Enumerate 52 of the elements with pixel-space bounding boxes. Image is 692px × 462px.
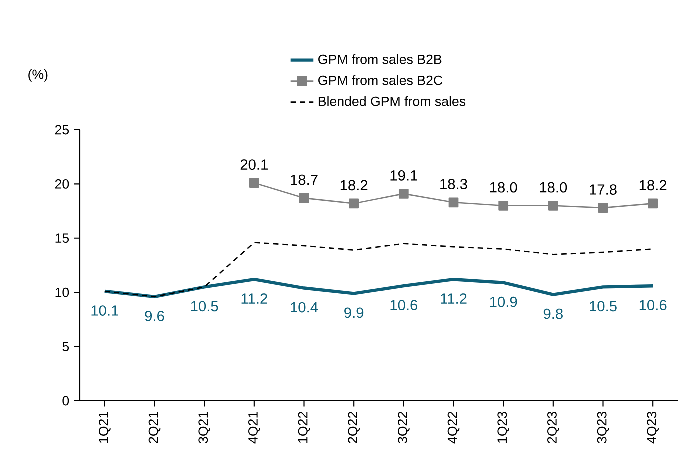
data-label: 20.1 (240, 160, 268, 170)
data-label: 18.3 (440, 179, 468, 190)
point (648, 198, 658, 209)
point (398, 189, 409, 199)
data-label: 18.2 (340, 180, 368, 191)
x-tick-label: 1Q22 (298, 412, 310, 443)
data-label: 18.2 (640, 180, 667, 191)
data-label: 17.8 (590, 184, 617, 195)
x-tick-label: 3Q21 (198, 412, 211, 444)
legend-label: GPM from sales B2B (318, 54, 442, 64)
y-tick-label: 25 (55, 125, 70, 135)
y-tick-label: 0 (62, 396, 70, 406)
data-label: 18.0 (540, 182, 568, 193)
point (548, 200, 558, 211)
y-tick-label: 10 (56, 288, 70, 298)
y-axis-title: (%) (28, 70, 48, 82)
y-tick-label: 5 (62, 342, 70, 352)
data-label: 11.2 (242, 294, 268, 304)
data-label: 9.6 (145, 311, 164, 322)
x-tick-label: 2Q22 (348, 412, 360, 444)
x-tick-label: 1Q21 (99, 412, 111, 443)
y-tick-label: 20 (55, 179, 70, 189)
data-label: 10.4 (291, 302, 318, 313)
data-label: 10.5 (590, 301, 617, 312)
data-label: 10.5 (191, 301, 218, 312)
y-tick-label: 15 (56, 234, 70, 244)
point (299, 193, 310, 204)
data-label: 10.9 (490, 296, 518, 308)
data-label: 10.1 (92, 306, 118, 316)
x-tick-label: 3Q22 (398, 412, 410, 444)
point (249, 178, 260, 188)
x-tick-label: 4Q21 (248, 412, 260, 444)
data-label: 19.1 (390, 170, 418, 181)
data-label: 18.0 (490, 182, 518, 193)
legend-label: GPM from sales B2C (318, 75, 443, 86)
data-label: 18.7 (291, 174, 318, 186)
data-label: 9.8 (544, 308, 563, 320)
x-tick-label: 2Q23 (548, 412, 560, 444)
x-tick-label: 1Q23 (498, 412, 510, 443)
data-label: 11.2 (441, 294, 467, 304)
x-tick-label: 4Q22 (448, 412, 460, 444)
point (349, 198, 360, 209)
data-label: 9.9 (344, 308, 364, 318)
legend-label: Blended GPM from sales (318, 96, 466, 106)
x-tick-label: 2Q21 (148, 412, 161, 444)
data-label: 10.6 (390, 300, 418, 311)
point (448, 198, 459, 208)
point (498, 200, 509, 211)
data-label: 10.6 (640, 300, 667, 311)
x-tick-label: 3Q23 (597, 412, 610, 444)
x-tick-label: 4Q23 (647, 412, 660, 444)
point (598, 203, 608, 213)
